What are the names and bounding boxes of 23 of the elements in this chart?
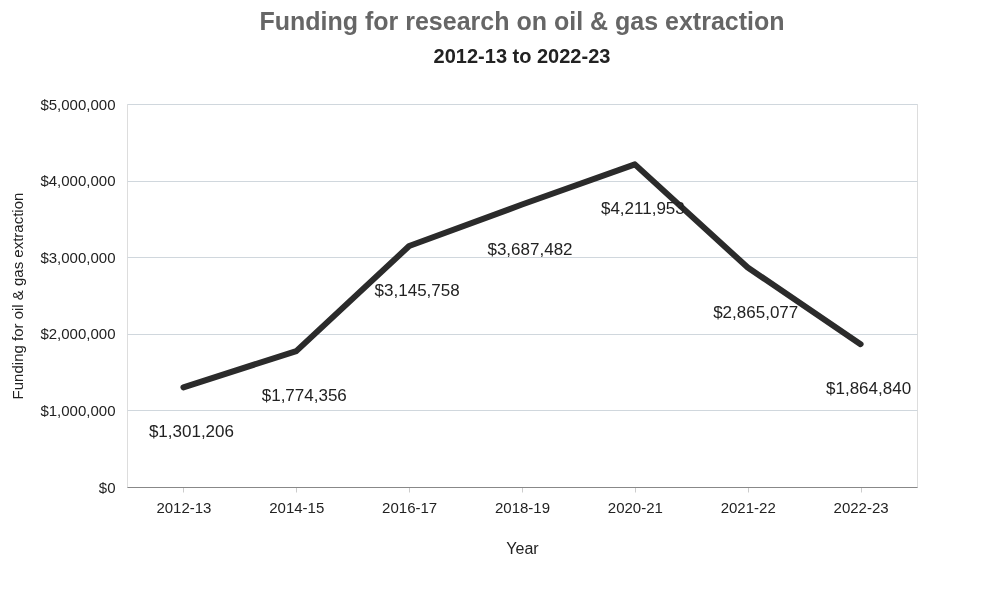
x-tick-label: 2021-22 xyxy=(720,498,776,516)
x-tick-label: 2016-17 xyxy=(382,498,438,516)
y-tick-label: $2,000,000 xyxy=(40,325,116,343)
y-tick-label: $4,000,000 xyxy=(40,172,116,190)
data-label: $1,864,840 xyxy=(826,379,912,399)
y-tick-label: $5,000,000 xyxy=(40,95,116,113)
y-tick-label: $0 xyxy=(98,478,116,496)
data-label: $1,774,356 xyxy=(261,386,347,406)
x-tick-label: 2012-13 xyxy=(156,498,212,516)
x-tick-label: 2018-19 xyxy=(494,498,551,516)
chart-title: Funding for research on oil & gas extraction xyxy=(259,7,785,35)
data-label: $1,301,206 xyxy=(148,422,234,442)
x-tick-label: 2022-23 xyxy=(833,498,889,516)
chart-subtitle: 2012-13 to 2022-23 xyxy=(433,45,611,67)
y-axis-title: Funding for oil & gas extraction xyxy=(9,192,27,400)
y-tick-label: $3,000,000 xyxy=(40,248,116,266)
x-axis-title: Year xyxy=(506,539,540,557)
x-tick-label: 2014-15 xyxy=(269,498,325,516)
data-label: $3,145,758 xyxy=(374,281,460,301)
y-tick-label: $1,000,000 xyxy=(40,401,116,419)
data-label: $2,865,077 xyxy=(713,302,799,322)
x-tick-label: 2020-21 xyxy=(607,498,663,516)
data-label: $3,687,482 xyxy=(487,239,573,259)
